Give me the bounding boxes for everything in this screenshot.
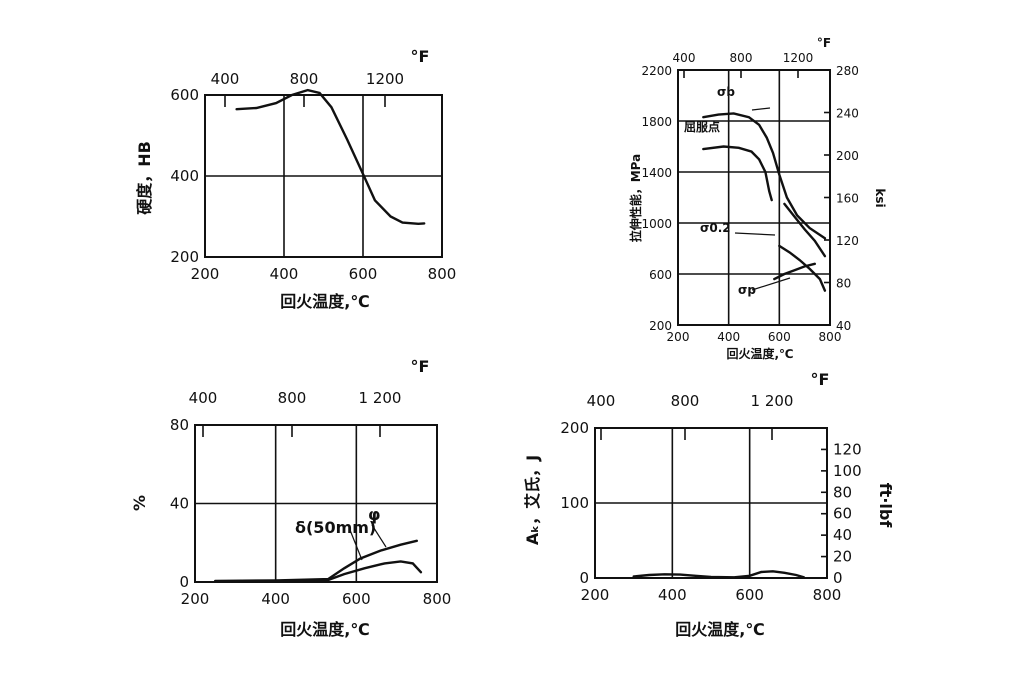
x-axis-label: 回火温度,℃ bbox=[726, 346, 793, 361]
y-tick-label: 600 bbox=[649, 268, 672, 282]
top-tick-label: 1200 bbox=[783, 51, 814, 65]
y2-tick-label: 40 bbox=[833, 526, 852, 544]
top-axis-unit: °F bbox=[817, 36, 831, 50]
y-tick-label: 200 bbox=[170, 248, 199, 266]
curve-annotation: φ bbox=[368, 505, 381, 524]
top-tick-label: 800 bbox=[290, 70, 319, 88]
x-tick-label: 400 bbox=[270, 265, 299, 283]
y2-tick-label: 240 bbox=[836, 107, 859, 121]
y2-tick-label: 280 bbox=[836, 64, 859, 78]
x-tick-label: 800 bbox=[428, 265, 457, 283]
y2-tick-label: 80 bbox=[833, 483, 852, 501]
y-axis-label: 硬度，HB bbox=[135, 141, 154, 215]
x-tick-label: 200 bbox=[667, 330, 690, 344]
top-tick-label: 800 bbox=[278, 389, 307, 407]
y2-tick-label: 120 bbox=[836, 234, 859, 248]
x-tick-label: 800 bbox=[423, 590, 452, 608]
x-tick-label: 200 bbox=[181, 590, 210, 608]
y-tick-label: 2200 bbox=[641, 64, 672, 78]
top-tick-label: 400 bbox=[189, 389, 218, 407]
x-tick-label: 600 bbox=[768, 330, 791, 344]
chart-hardness: 200 400 600 800 200 400 600 400 800 1200 °F 回火温度,℃ 硬… bbox=[135, 47, 456, 311]
y-axis-label: 拉伸性能，MPa bbox=[628, 154, 643, 243]
y-tick-label: 400 bbox=[170, 167, 199, 185]
y-tick-label: 1800 bbox=[641, 115, 672, 129]
y2-tick-label: 100 bbox=[833, 462, 862, 480]
top-axis-unit: °F bbox=[411, 47, 430, 66]
y-tick-label: 1400 bbox=[641, 166, 672, 180]
y-axis-label: % bbox=[130, 495, 149, 511]
y2-tick-label: 0 bbox=[833, 569, 843, 587]
y2-tick-label: 200 bbox=[836, 149, 859, 163]
curve-annotation: δ(50mm) bbox=[295, 518, 376, 537]
series-line-2 bbox=[783, 202, 827, 258]
y2-tick-label: 20 bbox=[833, 548, 852, 566]
curve-annotation: 屈服点 bbox=[684, 119, 720, 134]
series-line-3 bbox=[773, 262, 816, 281]
series-line bbox=[235, 88, 426, 226]
y2-tick-label: 80 bbox=[836, 277, 851, 291]
y2-tick-label: 120 bbox=[833, 440, 862, 458]
series-line-0 bbox=[214, 539, 418, 583]
series-line bbox=[778, 244, 827, 292]
y2-axis-label: ft·lbf bbox=[876, 483, 895, 529]
y2-tick-label: 60 bbox=[833, 505, 852, 523]
chart-tensile: 200 400 600 800 200 600 1000 1400 1800 2200 40 80 12… bbox=[628, 36, 887, 361]
x-tick-label: 800 bbox=[819, 330, 842, 344]
x-axis-label: 回火温度,℃ bbox=[280, 292, 369, 311]
series-line-0 bbox=[702, 112, 827, 240]
series-line bbox=[632, 570, 805, 579]
annotation-leader bbox=[371, 524, 387, 548]
top-tick-label: 400 bbox=[587, 392, 616, 410]
top-tick-label: 400 bbox=[673, 51, 696, 65]
curve-annotation: σp bbox=[738, 283, 756, 297]
top-tick-label: 800 bbox=[730, 51, 753, 65]
top-axis-unit: °F bbox=[811, 370, 830, 389]
y-tick-label: 0 bbox=[579, 569, 589, 587]
x-tick-label: 200 bbox=[581, 586, 610, 604]
y-axis-label: Aₖ，艾氏，J bbox=[523, 455, 542, 545]
annotation-leader bbox=[734, 232, 776, 236]
x-axis-label: 回火温度,℃ bbox=[280, 620, 369, 639]
annotation-leader bbox=[349, 529, 363, 561]
y-tick-label: 1000 bbox=[641, 217, 672, 231]
y-tick-label: 0 bbox=[179, 573, 189, 591]
top-axis-unit: °F bbox=[411, 357, 430, 376]
top-tick-label: 1 200 bbox=[751, 392, 794, 410]
x-axis-label: 回火温度,℃ bbox=[675, 620, 764, 639]
series-line-1 bbox=[214, 560, 423, 583]
y-tick-label: 200 bbox=[560, 419, 589, 437]
y2-tick-label: 160 bbox=[836, 192, 859, 206]
curve-annotation: σb bbox=[717, 85, 735, 99]
top-tick-label: 1 200 bbox=[359, 389, 402, 407]
y-tick-label: 80 bbox=[170, 416, 189, 434]
top-tick-label: 1200 bbox=[366, 70, 404, 88]
x-tick-label: 200 bbox=[191, 265, 220, 283]
annotation-leader bbox=[751, 107, 771, 111]
y-tick-label: 100 bbox=[560, 494, 589, 512]
y-tick-label: 40 bbox=[170, 495, 189, 513]
top-tick-label: 800 bbox=[671, 392, 700, 410]
x-tick-label: 400 bbox=[658, 586, 687, 604]
top-tick-label: 400 bbox=[211, 70, 240, 88]
series-line-1 bbox=[702, 145, 773, 202]
y2-axis-label: ksi bbox=[873, 188, 887, 207]
y-tick-label: 200 bbox=[649, 319, 672, 333]
x-tick-label: 800 bbox=[813, 586, 842, 604]
x-tick-label: 600 bbox=[735, 586, 764, 604]
curve-annotation: σ0.2 bbox=[700, 221, 731, 235]
annotation-leader bbox=[751, 277, 791, 291]
x-tick-label: 400 bbox=[717, 330, 740, 344]
x-tick-label: 600 bbox=[349, 265, 378, 283]
y2-tick-label: 40 bbox=[836, 319, 851, 333]
x-tick-label: 400 bbox=[261, 590, 290, 608]
y-tick-label: 600 bbox=[170, 86, 199, 104]
x-tick-label: 600 bbox=[342, 590, 371, 608]
